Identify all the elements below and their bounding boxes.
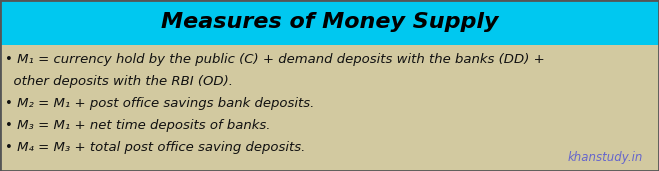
Text: • M₁ = currency hold by the public (C) + demand deposits with the banks (DD) +: • M₁ = currency hold by the public (C) +… <box>5 53 545 66</box>
Text: khanstudy.in: khanstudy.in <box>567 151 643 164</box>
Text: • M₂ = M₁ + post office savings bank deposits.: • M₂ = M₁ + post office savings bank dep… <box>5 97 314 110</box>
Text: • M₄ = M₃ + total post office saving deposits.: • M₄ = M₃ + total post office saving dep… <box>5 141 306 154</box>
Text: • M₃ = M₁ + net time deposits of banks.: • M₃ = M₁ + net time deposits of banks. <box>5 119 271 132</box>
Text: Measures of Money Supply: Measures of Money Supply <box>161 12 498 32</box>
Bar <box>0 0 659 45</box>
Text: other deposits with the RBI (OD).: other deposits with the RBI (OD). <box>5 75 233 88</box>
